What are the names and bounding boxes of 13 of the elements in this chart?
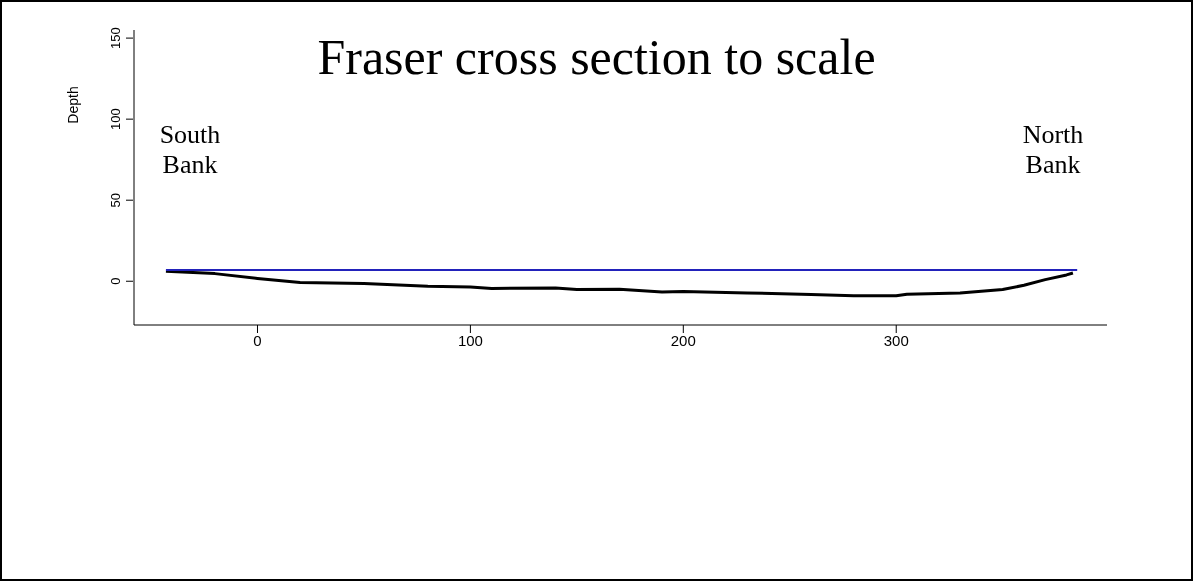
line-series — [164, 269, 1075, 298]
y-axis-title: Depth — [65, 85, 82, 125]
chart-title: Fraser cross section to scale — [317, 29, 876, 85]
annotation: North Bank — [1021, 120, 1085, 180]
y-tick-label: 100 — [108, 108, 123, 130]
x-tick-label: 0 — [253, 331, 262, 349]
y-tick-label: 50 — [108, 192, 123, 208]
y-tick-label: 0 — [108, 277, 123, 285]
y-tick-label: 150 — [108, 27, 123, 49]
x-tick-label: 100 — [457, 331, 483, 349]
x-tick-label: 200 — [670, 331, 696, 349]
x-tick-label: 300 — [883, 331, 909, 349]
annotation: South Bank — [158, 120, 222, 180]
